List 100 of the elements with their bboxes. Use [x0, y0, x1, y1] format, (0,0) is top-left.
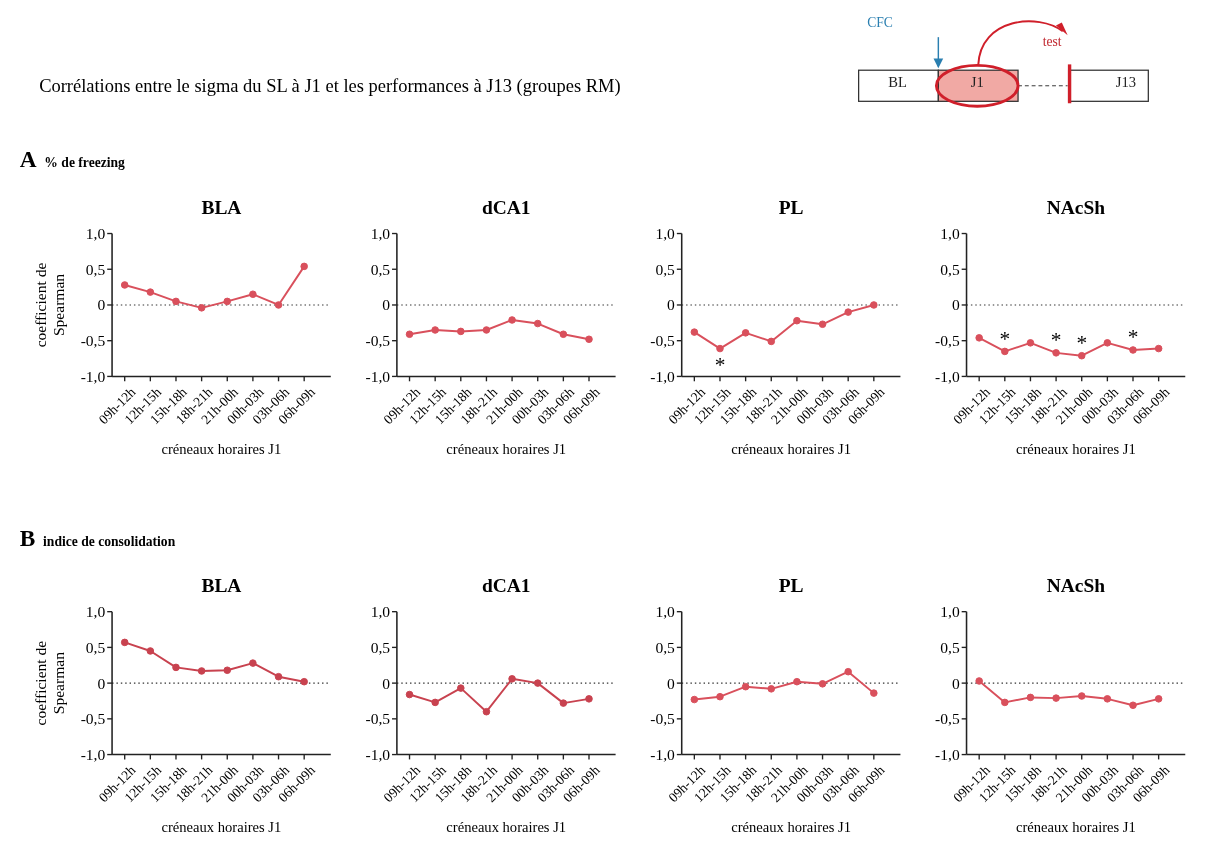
point [844, 667, 852, 676]
point [767, 337, 776, 346]
point [120, 281, 129, 289]
x-axis-title: créneaux horaires J1 [161, 819, 282, 836]
y-tick-label: -1,0 [80, 746, 106, 764]
y-tick-label: -0,5 [650, 710, 676, 728]
y-axis-title: coefficient de Spearman [31, 640, 68, 726]
y-tick-label: 1,0 [655, 224, 676, 242]
x-axis-title: créneaux horaires J1 [1015, 441, 1136, 458]
y-tick-label: -0,5 [935, 710, 960, 728]
y-tick-label: 0 [667, 674, 676, 692]
point [1026, 339, 1035, 347]
point [1077, 351, 1086, 360]
point [197, 304, 206, 312]
y-tick-label: 0,5 [655, 260, 676, 278]
point [1052, 694, 1060, 702]
point [870, 301, 878, 309]
y-tick-label: -0,5 [80, 332, 106, 350]
y-tick-label: 0,5 [85, 638, 106, 656]
point [120, 638, 129, 647]
y-tick-label: 0 [97, 674, 106, 692]
point [482, 707, 491, 716]
point [533, 679, 542, 687]
point [508, 675, 516, 683]
y-tick-label: 0 [667, 296, 676, 314]
y-axis-title: coefficient de Spearman [31, 262, 68, 348]
y-tick-label: -0,5 [935, 332, 960, 350]
point [716, 344, 724, 353]
x-axis-title: créneaux horaires J1 [446, 819, 567, 836]
point [172, 297, 180, 306]
y-tick-label: 0 [97, 296, 106, 314]
y-tick-label: -0,5 [365, 332, 391, 350]
y-tick-label: -0,5 [650, 332, 676, 350]
point [431, 326, 439, 334]
chart-title: PL [778, 575, 804, 597]
y-tick-label: 0,5 [85, 260, 106, 278]
point [482, 326, 491, 334]
y-tick-label: 1,0 [370, 603, 391, 621]
y-tick-label: -1,0 [935, 746, 960, 764]
point [274, 672, 283, 681]
point [975, 677, 983, 685]
y-tick-label: 1,0 [940, 224, 960, 242]
point [274, 301, 283, 309]
point [1154, 344, 1163, 353]
point [1052, 349, 1060, 357]
chart-title: NAcSh [1046, 575, 1106, 597]
y-tick-label: -0,5 [80, 710, 106, 728]
point [585, 335, 593, 344]
y-tick-label: 0 [951, 296, 960, 314]
point [1001, 347, 1009, 356]
x-axis-title: créneaux horaires J1 [1015, 819, 1136, 836]
annotation: * [1127, 325, 1139, 350]
point [533, 319, 542, 328]
chart-title: BLA [201, 575, 242, 597]
point [585, 695, 593, 703]
y-tick-label: -1,0 [365, 367, 391, 385]
point [508, 316, 516, 324]
chart-title: dCA1 [481, 575, 531, 597]
point [1026, 693, 1035, 702]
point [249, 659, 257, 667]
x-axis-title: créneaux horaires J1 [731, 819, 851, 836]
y-tick-label: -1,0 [650, 367, 676, 385]
point [818, 680, 827, 688]
y-tick-label: -1,0 [650, 746, 676, 764]
y-tick-label: 0 [382, 296, 391, 314]
y-tick-label: 0,5 [655, 638, 676, 656]
point [793, 316, 801, 325]
text: CFC [867, 15, 893, 31]
point [1103, 695, 1112, 703]
annotation: * [714, 352, 726, 377]
y-tick-label: 0 [382, 674, 391, 692]
y-tick-label: 1,0 [655, 603, 676, 621]
chart-subtitle: A % de freezing [19, 146, 126, 173]
y-tick-label: 0,5 [370, 260, 391, 278]
point [844, 308, 852, 316]
point [146, 288, 155, 296]
x-axis-title: créneaux horaires J1 [161, 441, 282, 458]
point [1077, 692, 1086, 700]
point [223, 297, 232, 306]
point [300, 677, 308, 686]
point [223, 666, 232, 675]
y-tick-label: 1,0 [370, 224, 391, 242]
y-tick-label: 0,5 [940, 638, 960, 656]
chart-title: BLA [201, 197, 242, 219]
text: BL [888, 73, 907, 90]
point [146, 647, 155, 655]
point [1103, 339, 1112, 347]
y-tick-label: 0 [951, 674, 960, 692]
point [741, 682, 750, 691]
y-tick-label: -1,0 [80, 367, 106, 385]
point [1129, 346, 1137, 354]
y-tick-label: -1,0 [365, 746, 391, 764]
text: J1 [970, 73, 984, 90]
text: J13 [1115, 73, 1137, 90]
point [1129, 701, 1137, 710]
point [870, 689, 878, 697]
point [690, 695, 699, 704]
chart-title: dCA1 [481, 197, 531, 219]
point [1001, 698, 1009, 707]
point [716, 692, 724, 701]
